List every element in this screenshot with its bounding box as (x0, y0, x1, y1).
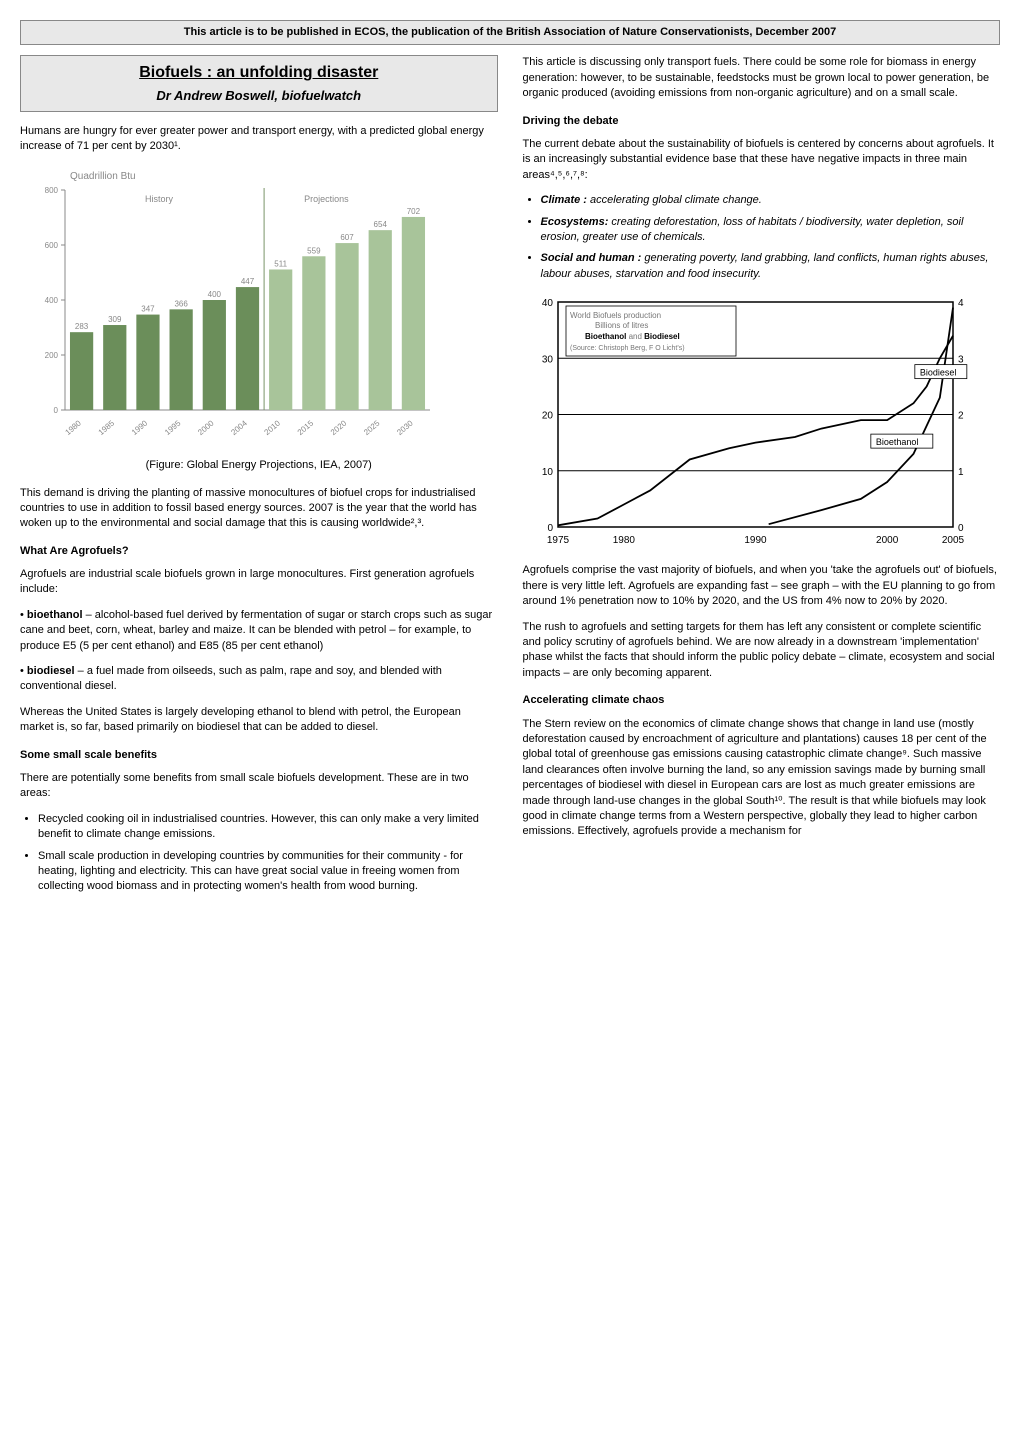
svg-text:2004: 2004 (229, 418, 249, 437)
svg-text:2000: 2000 (876, 535, 899, 546)
svg-text:309: 309 (108, 315, 122, 324)
svg-text:1990: 1990 (130, 418, 150, 437)
svg-text:30: 30 (541, 354, 553, 365)
svg-text:3: 3 (958, 354, 964, 365)
svg-text:History: History (145, 194, 174, 204)
impact-climate: Climate : accelerating global climate ch… (541, 193, 1001, 208)
svg-text:447: 447 (241, 277, 255, 286)
energy-projections-chart: Quadrillion Btu 0 200 400 600 800 283 1980 309 19… (20, 165, 498, 450)
para-agrofuels-def: Agrofuels are industrial scale biofuels … (20, 567, 498, 598)
svg-text:Biodiesel: Biodiesel (919, 368, 956, 378)
impact1-text: accelerating global climate change. (587, 194, 762, 206)
svg-text:511: 511 (274, 259, 287, 268)
impact1-label: Climate : (541, 194, 587, 206)
bullet-bioethanol: • bioethanol – alcohol-based fuel derive… (20, 608, 498, 654)
svg-text:366: 366 (174, 299, 188, 308)
para-transport-only: This article is discussing only transpor… (523, 55, 1001, 101)
right-column: This article is discussing only transpor… (523, 55, 1001, 904)
svg-text:200: 200 (45, 351, 59, 360)
svg-text:283: 283 (75, 322, 89, 331)
bullet-biodiesel: • biodiesel – a fuel made from oilseeds,… (20, 664, 498, 695)
svg-text:600: 600 (45, 241, 59, 250)
heading-chaos: Accelerating climate chaos (523, 693, 1001, 708)
chart1-caption: (Figure: Global Energy Projections, IEA,… (20, 458, 498, 473)
svg-text:World Biofuels production: World Biofuels production (570, 311, 661, 320)
svg-text:Bioethanol: Bioethanol (875, 437, 918, 447)
svg-text:2025: 2025 (362, 418, 382, 437)
impact-ecosystems: Ecosystems: creating deforestation, loss… (541, 215, 1001, 246)
svg-text:702: 702 (407, 207, 421, 216)
svg-text:1: 1 (958, 467, 964, 478)
biodiesel-text: • biodiesel – a fuel made from oilseeds,… (20, 665, 442, 692)
benefit-item-2: Small scale production in developing cou… (38, 849, 498, 895)
biofuel-production-chart: 0 10 20 30 40 0 1 2 3 4 1975 1980 1990 2000 2005 Bioeth… (523, 292, 1001, 557)
svg-text:2005: 2005 (941, 535, 964, 546)
svg-text:(Source: Christoph Berg, F O: (Source: Christoph Berg, F O Licht's) (570, 345, 685, 352)
svg-text:400: 400 (45, 296, 59, 305)
svg-text:347: 347 (141, 304, 155, 313)
svg-text:Quadrillion Btu: Quadrillion Btu (70, 171, 136, 182)
svg-text:1995: 1995 (163, 418, 183, 437)
para-rush: The rush to agrofuels and setting target… (523, 620, 1001, 682)
heading-agrofuels: What Are Agrofuels? (20, 544, 498, 559)
two-column-layout: Biofuels : an unfolding disaster Dr Andr… (20, 55, 1000, 904)
heading-driving: Driving the debate (523, 114, 1001, 129)
svg-text:1980: 1980 (63, 418, 83, 437)
left-column: Biofuels : an unfolding disaster Dr Andr… (20, 55, 498, 904)
svg-text:1980: 1980 (612, 535, 635, 546)
benefits-list: Recycled cooking oil in industrialised c… (20, 812, 498, 895)
svg-text:2010: 2010 (263, 418, 283, 437)
para-us-eu: Whereas the United States is largely dev… (20, 705, 498, 736)
svg-text:2015: 2015 (296, 418, 316, 437)
svg-text:20: 20 (541, 411, 553, 422)
svg-text:Bioethanol and Biodiesel: Bioethanol and Biodiesel (585, 332, 680, 341)
svg-text:607: 607 (340, 233, 354, 242)
svg-text:0: 0 (547, 523, 553, 534)
benefit-item-1: Recycled cooking oil in industrialised c… (38, 812, 498, 843)
svg-text:40: 40 (541, 298, 553, 309)
impacts-list: Climate : accelerating global climate ch… (523, 193, 1001, 282)
title-box: Biofuels : an unfolding disaster Dr Andr… (20, 55, 498, 112)
para-debate: The current debate about the sustainabil… (523, 137, 1001, 183)
para-agrofuels-majority: Agrofuels comprise the vast majority of … (523, 563, 1001, 609)
svg-text:654: 654 (374, 220, 388, 229)
impact3-label: Social and human : (541, 252, 642, 264)
article-subtitle: Dr Andrew Boswell, biofuelwatch (31, 87, 487, 105)
intro-paragraph: Humans are hungry for ever greater power… (20, 124, 498, 155)
para-stern: The Stern review on the economics of cli… (523, 717, 1001, 840)
bioethanol-text: • bioethanol – alcohol-based fuel derive… (20, 609, 492, 652)
svg-text:1975: 1975 (546, 535, 569, 546)
impact2-label: Ecosystems: (541, 216, 609, 228)
svg-text:1990: 1990 (744, 535, 767, 546)
svg-text:1985: 1985 (97, 418, 117, 437)
svg-text:Projections: Projections (304, 194, 349, 204)
impact-social: Social and human : generating poverty, l… (541, 251, 1001, 282)
article-title: Biofuels : an unfolding disaster (31, 62, 487, 84)
svg-text:559: 559 (307, 246, 321, 255)
svg-text:10: 10 (541, 467, 553, 478)
svg-text:4: 4 (958, 298, 964, 309)
para-benefits-intro: There are potentially some benefits from… (20, 771, 498, 802)
para-demand: This demand is driving the planting of m… (20, 486, 498, 532)
heading-benefits: Some small scale benefits (20, 748, 498, 763)
svg-text:2: 2 (958, 411, 964, 422)
svg-text:400: 400 (208, 290, 222, 299)
svg-text:0: 0 (54, 406, 59, 415)
svg-text:0: 0 (958, 523, 964, 534)
svg-text:Billions of litres: Billions of litres (595, 321, 648, 330)
svg-text:2020: 2020 (329, 418, 349, 437)
svg-text:800: 800 (45, 186, 59, 195)
svg-text:2000: 2000 (196, 418, 216, 437)
svg-text:2030: 2030 (395, 418, 415, 437)
header-banner: This article is to be published in ECOS,… (20, 20, 1000, 45)
